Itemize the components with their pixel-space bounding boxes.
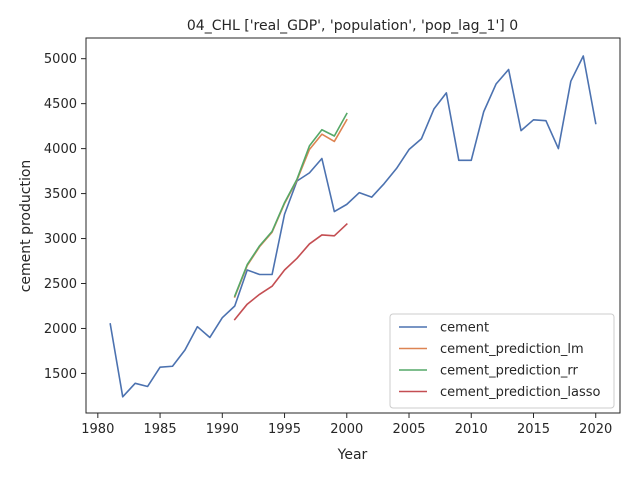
y-tick-label: 5000 bbox=[44, 52, 77, 67]
y-tick-label: 2000 bbox=[44, 322, 77, 337]
x-tick-label: 2020 bbox=[579, 422, 612, 437]
legend: cement cement_prediction_lm cement_predict… bbox=[389, 313, 615, 409]
x-tick-label: 1985 bbox=[144, 422, 177, 437]
y-tick-label: 2500 bbox=[44, 277, 77, 292]
x-tick-label: 2000 bbox=[330, 422, 363, 437]
x-tick-label: 2010 bbox=[455, 422, 488, 437]
x-tick-label: 2015 bbox=[517, 422, 550, 437]
y-tick-label: 3500 bbox=[44, 187, 77, 202]
y-tick-label: 4500 bbox=[44, 97, 77, 112]
legend-label: cement_prediction_rr bbox=[440, 364, 578, 379]
legend-label: cement bbox=[440, 321, 489, 336]
x-axis: 1980 1985 1990 1995 2000 2005 2010 2015 2020 bbox=[81, 413, 612, 437]
x-tick-label: 1980 bbox=[81, 422, 114, 437]
chart-title: 04_CHL ['real_GDP', 'population', 'pop_l… bbox=[187, 18, 518, 34]
y-tick-label: 1500 bbox=[44, 367, 77, 382]
x-tick-label: 1990 bbox=[206, 422, 239, 437]
legend-label: cement_prediction_lasso bbox=[440, 385, 600, 400]
y-axis: 1500 2000 2500 3000 3500 4000 4500 5000 bbox=[44, 52, 86, 382]
y-axis-label: cement production bbox=[18, 160, 34, 293]
y-tick-label: 3000 bbox=[44, 232, 77, 247]
y-tick-label: 4000 bbox=[44, 142, 77, 157]
x-tick-label: 1995 bbox=[268, 422, 301, 437]
series-line-cement-prediction-rr bbox=[233, 112, 348, 298]
series-layer bbox=[109, 55, 597, 398]
series-line-cement-prediction-lasso bbox=[233, 223, 348, 321]
legend-label: cement_prediction_lm bbox=[440, 342, 584, 357]
x-tick-label: 2005 bbox=[392, 422, 425, 437]
plot-frame bbox=[85, 37, 621, 414]
x-axis-label: Year bbox=[337, 447, 368, 463]
legend-box bbox=[389, 313, 615, 409]
series-line-cement bbox=[109, 55, 597, 398]
